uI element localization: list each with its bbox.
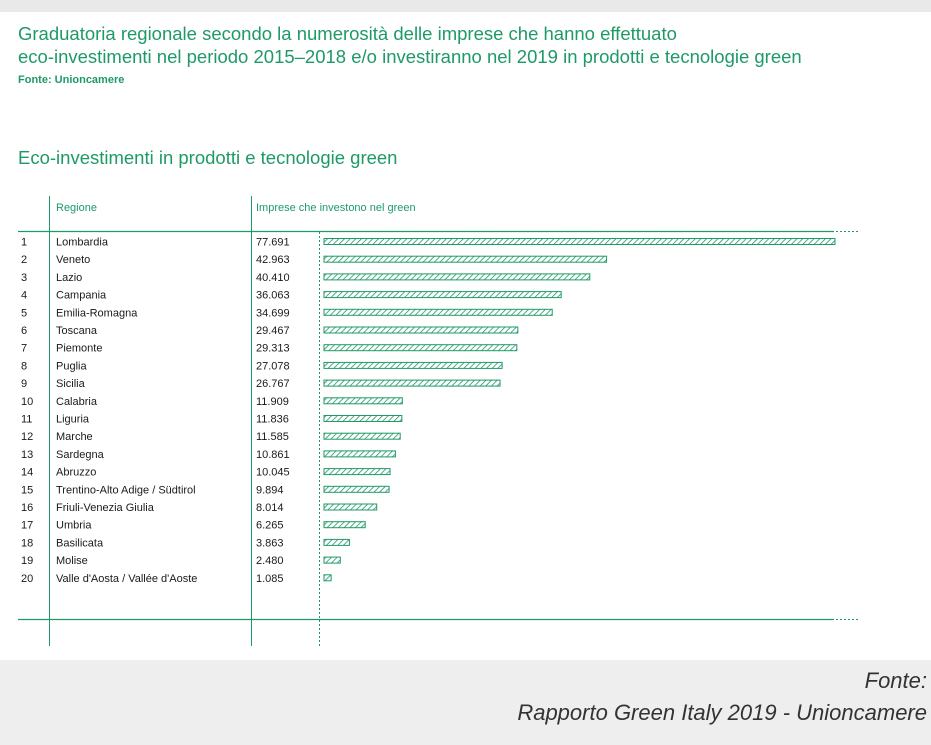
bar bbox=[323, 556, 341, 564]
bar bbox=[323, 273, 591, 281]
value-label: 10.861 bbox=[256, 449, 290, 461]
value-label: 42.963 bbox=[256, 254, 290, 266]
column-header-region: Regione bbox=[56, 202, 97, 214]
rank-label: 18 bbox=[21, 537, 33, 549]
bar bbox=[323, 538, 350, 546]
bar bbox=[323, 432, 401, 440]
rank-label: 20 bbox=[21, 573, 33, 585]
value-label: 1.085 bbox=[256, 573, 284, 585]
region-label: Basilicata bbox=[56, 537, 104, 549]
rank-label: 6 bbox=[21, 325, 27, 337]
rank-label: 8 bbox=[21, 360, 27, 372]
title-line-2: eco-investimenti nel periodo 2015–2018 e… bbox=[18, 46, 802, 67]
value-label: 11.836 bbox=[256, 414, 289, 426]
value-label: 77.691 bbox=[256, 237, 290, 249]
chart-card bbox=[0, 12, 931, 660]
bar bbox=[323, 379, 501, 387]
region-label: Molise bbox=[56, 555, 88, 567]
bar bbox=[323, 574, 332, 582]
region-label: Lombardia bbox=[56, 237, 109, 249]
bar bbox=[323, 361, 503, 369]
value-label: 36.063 bbox=[256, 290, 290, 302]
rank-label: 19 bbox=[21, 555, 33, 567]
rank-label: 9 bbox=[21, 378, 27, 390]
region-label: Piemonte bbox=[56, 343, 102, 355]
value-label: 34.699 bbox=[256, 307, 290, 319]
region-label: Campania bbox=[56, 290, 107, 302]
value-label: 6.265 bbox=[256, 520, 284, 532]
rank-label: 3 bbox=[21, 272, 27, 284]
page-title: Graduatoria regionale secondo la numeros… bbox=[18, 22, 802, 68]
region-label: Calabria bbox=[56, 396, 98, 408]
value-label: 8.014 bbox=[256, 502, 284, 514]
footer-source-label: Fonte: bbox=[864, 668, 927, 693]
rank-label: 13 bbox=[21, 449, 33, 461]
value-label: 26.767 bbox=[256, 378, 290, 390]
rank-label: 15 bbox=[21, 484, 33, 496]
value-label: 9.894 bbox=[256, 484, 284, 496]
bar bbox=[323, 308, 553, 316]
region-label: Liguria bbox=[56, 414, 90, 426]
bar bbox=[323, 503, 378, 511]
rank-label: 12 bbox=[21, 431, 33, 443]
region-label: Friuli-Venezia Giulia bbox=[56, 502, 155, 514]
rank-label: 4 bbox=[21, 290, 27, 302]
chart-title: Eco-investimenti in prodotti e tecnologi… bbox=[18, 147, 398, 168]
top-band bbox=[0, 0, 931, 12]
chart-rows: 1 Lombardia 77.691 2 Veneto 42.963 3 Lazio 40.41… bbox=[21, 237, 836, 585]
value-label: 11.909 bbox=[256, 396, 289, 408]
region-label: Sicilia bbox=[56, 378, 86, 390]
region-label: Emilia-Romagna bbox=[56, 307, 138, 319]
region-label: Sardegna bbox=[56, 449, 105, 461]
rank-label: 17 bbox=[21, 520, 33, 532]
region-label: Lazio bbox=[56, 272, 82, 284]
title-line-1: Graduatoria regionale secondo la numeros… bbox=[18, 23, 677, 44]
region-label: Marche bbox=[56, 431, 93, 443]
value-label: 27.078 bbox=[256, 360, 290, 372]
region-label: Abruzzo bbox=[56, 467, 96, 479]
bar bbox=[323, 521, 366, 529]
rank-label: 2 bbox=[21, 254, 27, 266]
region-label: Veneto bbox=[56, 254, 90, 266]
bar bbox=[323, 344, 518, 352]
bar bbox=[323, 326, 519, 334]
bar bbox=[323, 255, 608, 263]
bar bbox=[323, 238, 836, 245]
value-label: 29.467 bbox=[256, 325, 290, 337]
column-header-value: Imprese che investono nel green bbox=[256, 202, 416, 214]
value-label: 3.863 bbox=[256, 537, 284, 549]
bar bbox=[323, 468, 391, 476]
rank-label: 5 bbox=[21, 307, 27, 319]
region-label: Puglia bbox=[56, 360, 87, 372]
bar bbox=[323, 291, 562, 299]
bar bbox=[323, 485, 390, 493]
region-label: Trentino-Alto Adige / Südtirol bbox=[56, 484, 196, 496]
region-label: Umbria bbox=[56, 520, 92, 532]
rank-label: 7 bbox=[21, 343, 27, 355]
bar bbox=[323, 415, 403, 422]
value-label: 11.585 bbox=[256, 431, 289, 443]
rank-label: 14 bbox=[21, 467, 33, 479]
region-label: Valle d'Aosta / Vallée d'Aoste bbox=[56, 573, 197, 585]
rank-label: 10 bbox=[21, 396, 33, 408]
value-label: 40.410 bbox=[256, 272, 290, 284]
rank-label: 1 bbox=[21, 237, 27, 249]
footer-source-reference: Rapporto Green Italy 2019 - Unioncamere bbox=[517, 700, 927, 725]
rank-label: 11 bbox=[21, 414, 32, 426]
region-label: Toscana bbox=[56, 325, 98, 337]
source-note: Fonte: Unioncamere bbox=[18, 74, 125, 86]
bar bbox=[323, 450, 396, 458]
rank-label: 16 bbox=[21, 502, 33, 514]
bar bbox=[323, 397, 403, 405]
value-label: 10.045 bbox=[256, 467, 290, 479]
value-label: 29.313 bbox=[256, 343, 290, 355]
value-label: 2.480 bbox=[256, 555, 284, 567]
